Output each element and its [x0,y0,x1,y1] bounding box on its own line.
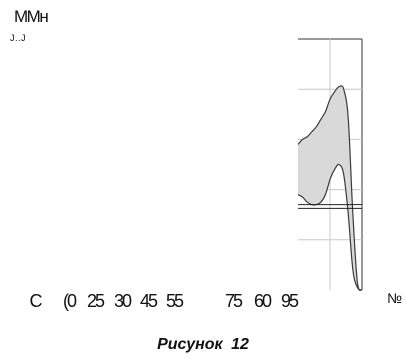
figure-caption: Рисунок 12 [157,336,249,353]
x-tick-label: 55 [165,291,184,311]
x-tick-label: 75 [224,291,243,311]
series-line-1 [297,163,363,291]
series-lines [297,85,363,292]
series-band-area [298,85,362,291]
y-axis-sublabel: J..J [10,33,27,43]
x-tick-label: 25 [86,291,105,311]
y-axis-label: MMн [14,7,49,26]
x-tick-label: 95 [280,291,299,311]
x-tick-label: C [29,291,43,311]
x-tick-label: (0 [62,291,77,311]
x-tick-label: 30 [113,291,132,311]
x-tick-label: 45 [139,291,158,311]
series-line-0 [297,85,363,292]
reference-lines [298,204,362,209]
x-tick-label: 60 [253,291,272,311]
x-axis-unit: № [387,290,403,306]
